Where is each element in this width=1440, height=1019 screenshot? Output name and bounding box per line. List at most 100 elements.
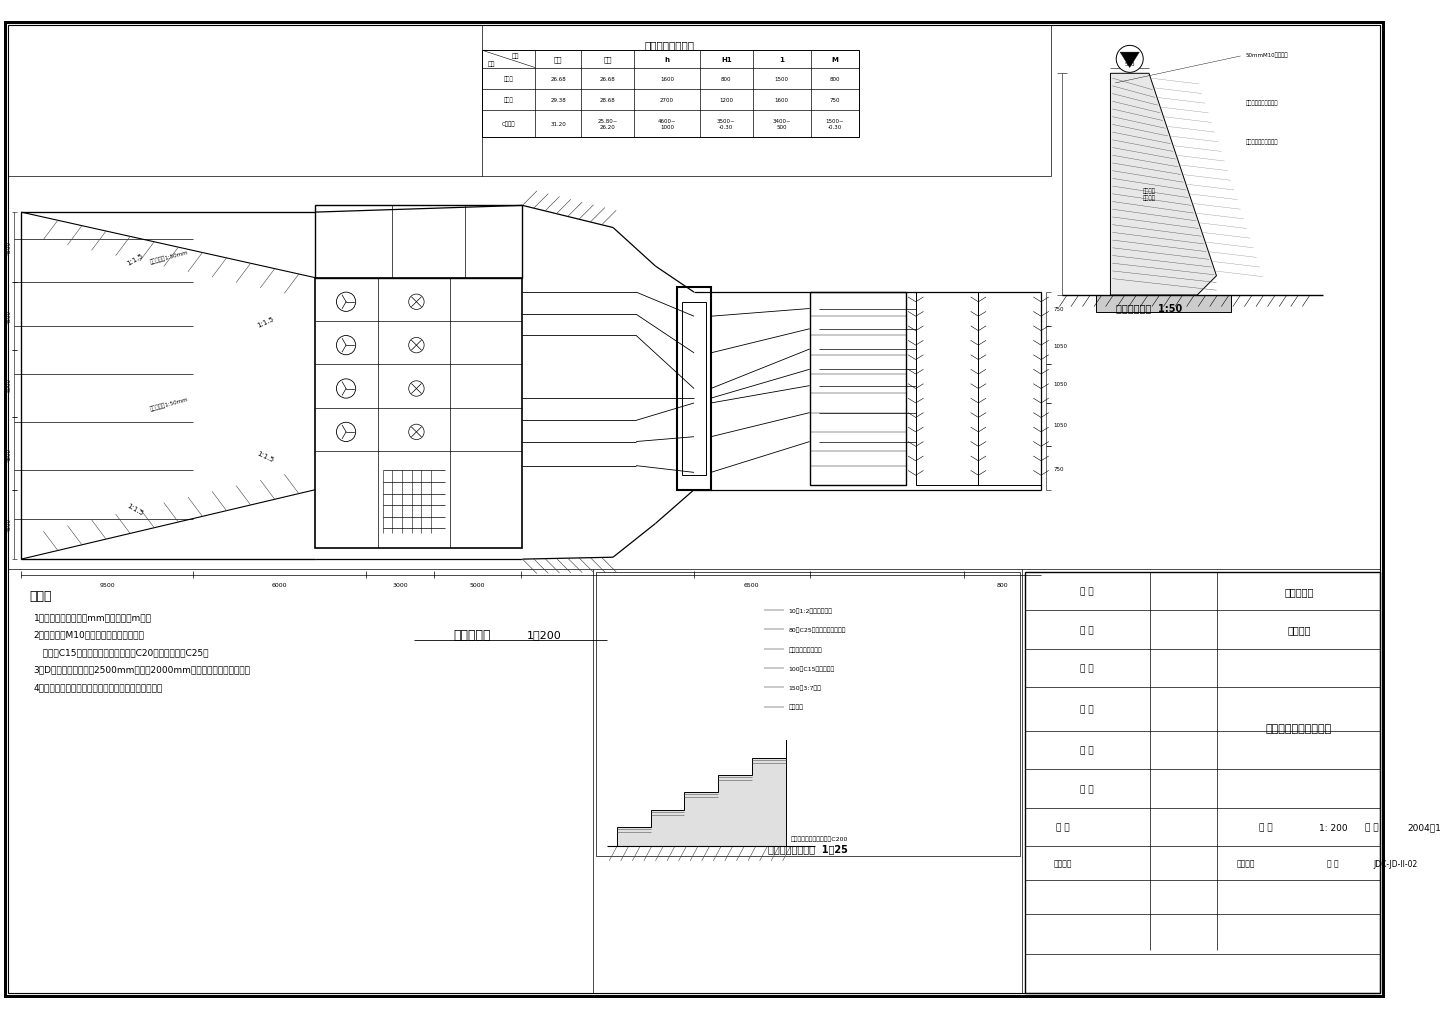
Text: 踏步、台阶大样图  1：25: 踏步、台阶大样图 1：25 [768,844,848,854]
Text: 平面布置图: 平面布置图 [454,628,491,641]
Bar [677,288,711,490]
Text: 施工图设计: 施工图设计 [1284,586,1313,596]
Text: 4500: 4500 [7,518,12,532]
Text: 3500~
-0.30: 3500~ -0.30 [717,119,736,129]
Text: 4500: 4500 [7,242,12,255]
Circle shape [1116,46,1143,73]
Circle shape [337,379,356,398]
Bar [916,292,978,485]
Text: 50mmM10砂浆抹面: 50mmM10砂浆抹面 [1246,52,1287,58]
Circle shape [337,292,356,312]
Circle shape [337,336,356,356]
Text: 设 计: 设 计 [1080,746,1094,755]
Text: 审 查: 审 查 [1080,664,1094,673]
Bar [978,292,1041,485]
Text: 1050: 1050 [1054,343,1067,348]
Text: 1: 1 [779,57,785,63]
Text: 800: 800 [829,76,840,82]
Text: 2004年12月: 2004年12月 [1407,822,1440,832]
Text: 描 图: 描 图 [1080,785,1094,793]
Text: 项宽: 项宽 [554,56,563,63]
Text: 3400~
500: 3400~ 500 [772,119,791,129]
Text: 踏土墙: 踏土墙 [504,98,513,103]
Text: JDC-JD-II-02: JDC-JD-II-02 [1374,859,1418,868]
Text: h: h [664,57,670,63]
Bar [596,572,1020,856]
Text: 750: 750 [829,98,840,103]
Text: 2、浆砌石用M10砂浆砌筑，勾缝后砌筑；: 2、浆砌石用M10砂浆砌筑，勾缝后砌筑； [33,630,144,639]
Text: 9500: 9500 [99,582,115,587]
Text: 6500: 6500 [744,582,760,587]
Text: 描 图: 描 图 [1057,822,1070,832]
Text: 2700: 2700 [660,98,674,103]
Text: 核 定: 核 定 [1080,626,1094,635]
Text: 4600~
1000: 4600~ 1000 [658,119,677,129]
Text: 类别: 类别 [488,62,495,67]
Text: C踏土墙: C踏土墙 [501,121,516,127]
Circle shape [337,423,356,442]
Text: 1200: 1200 [720,98,733,103]
Text: 1600: 1600 [775,98,789,103]
Text: 100厚C15混凝土基础: 100厚C15混凝土基础 [789,665,835,672]
Text: 比 例: 比 例 [1259,822,1273,832]
Text: 31.20: 31.20 [550,122,566,126]
Text: 26.68: 26.68 [600,76,616,82]
Text: 挡土墙结构图  1:50: 挡土墙结构图 1:50 [1116,304,1182,313]
Polygon shape [616,741,786,847]
Text: 6000: 6000 [272,582,288,587]
Text: 日 期: 日 期 [1365,822,1378,832]
Text: 500: 500 [1125,62,1135,67]
Text: 1500: 1500 [775,76,789,82]
Text: 结土墙: 结土墙 [504,76,513,82]
Text: 5000: 5000 [7,377,12,391]
Text: M: M [831,57,838,63]
Text: 4500: 4500 [7,310,12,324]
Text: 4、挡土墙及浆砌石护坡护底之间设二格三渣沉降缝。: 4、挡土墙及浆砌石护坡护底之间设二格三渣沉降缝。 [33,682,163,691]
Text: 挡土墙剖面尺寸表: 挡土墙剖面尺寸表 [645,41,696,50]
Text: 3000: 3000 [392,582,408,587]
Text: 1500~
-0.30: 1500~ -0.30 [825,119,844,129]
Text: 1:1.5: 1:1.5 [125,252,144,266]
Text: 1、图中尺寸单位为以mm计，高程以m计；: 1、图中尺寸单位为以mm计，高程以m计； [33,612,151,622]
Text: 浆砌石护坡1:50mm: 浆砌石护坡1:50mm [148,250,189,265]
Circle shape [409,294,425,310]
Text: 750: 750 [1054,466,1064,471]
Text: 1050: 1050 [1054,382,1067,387]
Bar [809,292,906,485]
Text: 1050: 1050 [1054,423,1067,428]
Bar [315,278,523,548]
Text: 3、D挡土墙在墙高大于2500mm时，在2000mm墙高处墙设排水孔一排；: 3、D挡土墙在墙高大于2500mm时，在2000mm墙高处墙设排水孔一排； [33,664,251,674]
Bar [683,303,706,476]
Text: 800: 800 [721,76,732,82]
Text: 5000: 5000 [469,582,485,587]
Text: 29.38: 29.38 [550,98,566,103]
Text: 设计证号: 设计证号 [1054,859,1073,868]
Text: 土壤夯实
分层碾压: 土壤夯实 分层碾压 [1142,189,1155,201]
Text: 素土夯实: 素土夯实 [789,704,804,709]
Text: 底宽: 底宽 [603,56,612,63]
Text: 28.68: 28.68 [600,98,616,103]
Text: 10厚1:2水泥砂浆面层: 10厚1:2水泥砂浆面层 [789,607,832,613]
Text: 说明：: 说明： [29,590,52,602]
Bar [315,206,523,278]
Text: H1: H1 [721,57,732,63]
Text: 4800: 4800 [7,447,12,462]
Text: 80厚C25钢筋混凝土预制面板: 80厚C25钢筋混凝土预制面板 [789,627,845,633]
Text: 批 准: 批 准 [1080,587,1094,596]
Text: 砼垫层C15，砼钢筋支撑泵底均采用C20；钢筋砼采用C25；: 砼垫层C15，砼钢筋支撑泵底均采用C20；钢筋砼采用C25； [33,647,209,656]
Text: 涧东二级站平面布置图: 涧东二级站平面布置图 [1266,723,1332,734]
Text: 750: 750 [1054,307,1064,312]
Text: 素混凝土打底垫层及素砼C200: 素混凝土打底垫层及素砼C200 [791,836,848,842]
Text: 素水泥浆结合层一层: 素水泥浆结合层一层 [789,646,822,652]
Circle shape [409,338,425,354]
Bar [1096,296,1231,313]
Text: 1：200: 1：200 [527,630,562,640]
Text: 1:1.5: 1:1.5 [256,315,275,328]
Text: 150厚3:7灰土: 150厚3:7灰土 [789,685,821,691]
Text: 1:1.5: 1:1.5 [125,502,144,517]
Circle shape [409,381,425,396]
Text: 核 对: 核 对 [1080,705,1094,714]
Polygon shape [1120,53,1139,68]
Text: 1: 200: 1: 200 [1319,822,1348,832]
Text: 浆砌石背面轮廓平整线: 浆砌石背面轮廓平整线 [1246,100,1277,106]
